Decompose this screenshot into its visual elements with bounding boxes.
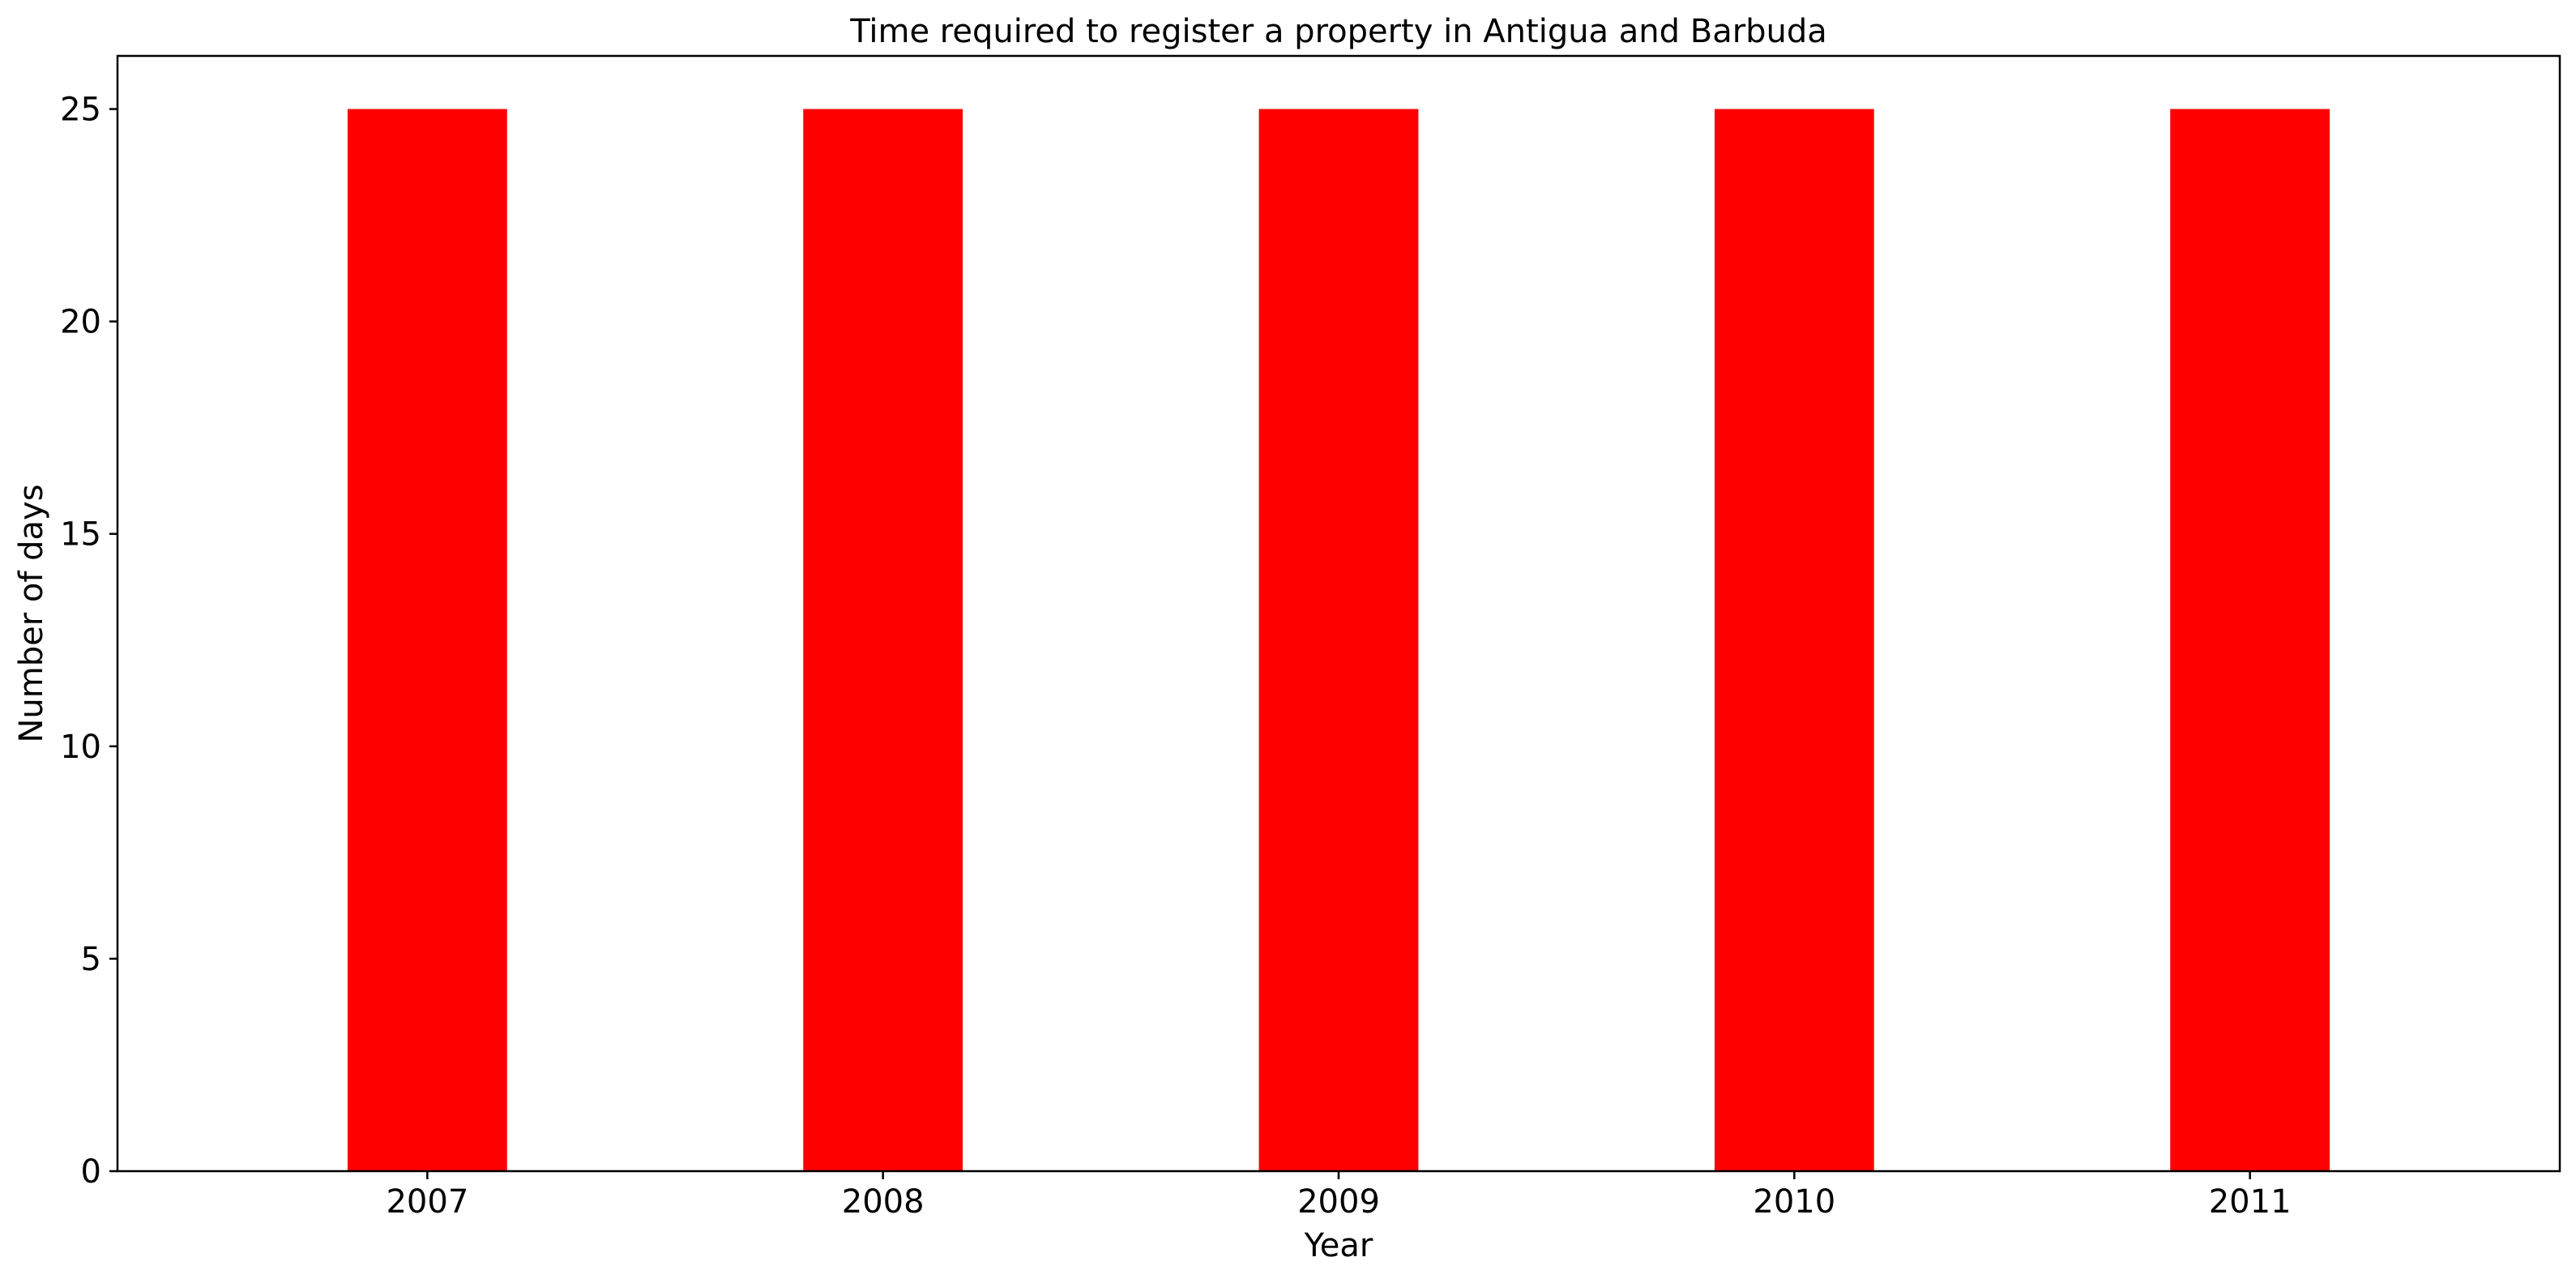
y-axis-label: Number of days bbox=[13, 484, 50, 742]
y-tick-label: 25 bbox=[60, 92, 101, 129]
bar-2008 bbox=[803, 109, 963, 1171]
y-tick-label: 10 bbox=[60, 729, 101, 766]
x-axis-label: Year bbox=[1304, 1227, 1373, 1264]
y-tick-label: 0 bbox=[81, 1153, 101, 1191]
chart-title: Time required to register a property in … bbox=[849, 13, 1827, 50]
x-tick-label: 2009 bbox=[1297, 1183, 1380, 1221]
y-tick-label: 15 bbox=[60, 516, 101, 554]
plot-frame bbox=[116, 54, 2561, 1173]
x-axis-ticks: 2007 2008 2009 2010 2011 bbox=[386, 1171, 2292, 1221]
bar-2007 bbox=[347, 109, 507, 1171]
y-axis-ticks: 0 5 10 15 20 25 bbox=[60, 92, 117, 1191]
y-tick-label: 5 bbox=[81, 941, 101, 978]
bars-layer bbox=[347, 109, 2330, 1171]
y-tick-label: 20 bbox=[60, 304, 101, 341]
bar-2010 bbox=[1714, 109, 1874, 1171]
x-tick-label: 2007 bbox=[386, 1183, 468, 1221]
bar-2011 bbox=[2170, 109, 2330, 1171]
bar-2009 bbox=[1258, 109, 1419, 1171]
x-tick-label: 2008 bbox=[842, 1183, 925, 1221]
x-tick-label: 2010 bbox=[1753, 1183, 1835, 1221]
x-tick-label: 2011 bbox=[2209, 1183, 2292, 1221]
